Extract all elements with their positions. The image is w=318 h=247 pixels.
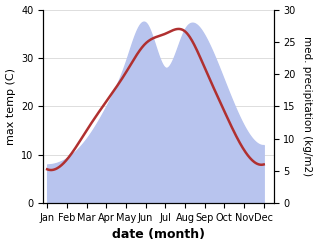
Y-axis label: max temp (C): max temp (C) [5,68,16,145]
X-axis label: date (month): date (month) [112,228,205,242]
Y-axis label: med. precipitation (kg/m2): med. precipitation (kg/m2) [302,36,313,176]
